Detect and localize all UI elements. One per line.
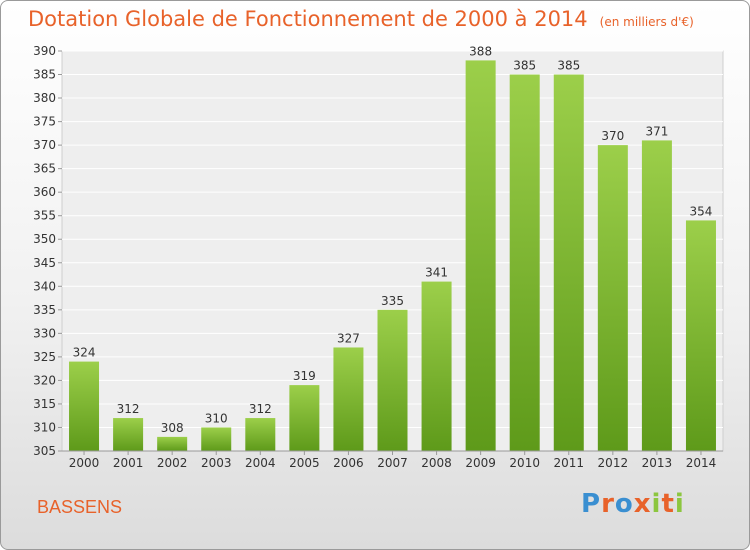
y-tick-label: 390 bbox=[33, 44, 56, 58]
data-label: 354 bbox=[690, 204, 713, 218]
y-tick-label: 345 bbox=[33, 256, 56, 270]
logo-letter: r bbox=[601, 489, 615, 519]
logo-letter: o bbox=[614, 489, 634, 519]
logo-letter: x bbox=[633, 489, 652, 519]
x-tick-label: 2003 bbox=[201, 456, 232, 470]
x-tick-label: 2009 bbox=[465, 456, 496, 470]
x-tick-label: 2013 bbox=[642, 456, 673, 470]
y-tick-label: 320 bbox=[33, 373, 56, 387]
y-tick-label: 360 bbox=[33, 185, 56, 199]
y-tick-label: 350 bbox=[33, 232, 56, 246]
chart-title: Dotation Globale de Fonctionnement de 20… bbox=[28, 7, 694, 31]
x-tick-label: 2008 bbox=[421, 456, 452, 470]
x-tick-label: 2000 bbox=[69, 456, 100, 470]
logo-letter: P bbox=[581, 489, 602, 519]
data-label: 335 bbox=[381, 294, 404, 308]
data-label: 327 bbox=[337, 331, 360, 345]
x-tick-label: 2011 bbox=[553, 456, 584, 470]
y-tick-label: 385 bbox=[33, 68, 56, 82]
commune-name: BASSENS bbox=[37, 497, 123, 517]
bar bbox=[465, 60, 496, 451]
bar bbox=[421, 281, 452, 451]
data-label: 370 bbox=[601, 129, 624, 143]
bar bbox=[685, 220, 716, 451]
data-label: 310 bbox=[205, 411, 228, 425]
y-tick-label: 365 bbox=[33, 162, 56, 176]
y-tick-label: 335 bbox=[33, 303, 56, 317]
logo-letter: i bbox=[674, 489, 685, 519]
x-tick-label: 2014 bbox=[686, 456, 717, 470]
bar bbox=[245, 418, 276, 451]
data-label: 385 bbox=[513, 59, 536, 73]
bar bbox=[201, 427, 232, 451]
chart-title-main: Dotation Globale de Fonctionnement de 20… bbox=[28, 7, 588, 31]
y-tick-label: 330 bbox=[33, 326, 56, 340]
y-tick-label: 305 bbox=[33, 444, 56, 458]
logo-letter: i bbox=[651, 489, 662, 519]
y-tick-label: 310 bbox=[33, 420, 56, 434]
bar bbox=[157, 436, 188, 451]
logo-letter: t bbox=[661, 489, 675, 519]
bar bbox=[597, 145, 628, 451]
bar bbox=[113, 418, 144, 451]
data-label: 385 bbox=[557, 59, 580, 73]
x-tick-label: 2006 bbox=[333, 456, 364, 470]
bar bbox=[333, 347, 364, 451]
data-label: 312 bbox=[249, 402, 272, 416]
data-label: 319 bbox=[293, 369, 316, 383]
data-label: 312 bbox=[117, 402, 140, 416]
x-tick-label: 2005 bbox=[289, 456, 320, 470]
bar bbox=[641, 140, 672, 452]
bar bbox=[377, 309, 408, 451]
y-tick-label: 340 bbox=[33, 279, 56, 293]
data-label: 324 bbox=[73, 346, 96, 360]
proxiti-logo: Proxiti bbox=[581, 489, 685, 519]
y-tick-label: 370 bbox=[33, 138, 56, 152]
data-label: 341 bbox=[425, 266, 448, 280]
bar bbox=[553, 74, 584, 451]
y-tick-label: 375 bbox=[33, 115, 56, 129]
data-label: 388 bbox=[469, 44, 492, 58]
x-tick-label: 2004 bbox=[245, 456, 276, 470]
chart-title-unit: (en milliers d'€) bbox=[599, 15, 694, 29]
bar bbox=[509, 74, 540, 451]
x-tick-label: 2002 bbox=[157, 456, 188, 470]
bar bbox=[69, 361, 100, 451]
data-label: 371 bbox=[645, 124, 668, 138]
data-label: 308 bbox=[161, 421, 184, 435]
y-tick-label: 355 bbox=[33, 209, 56, 223]
x-tick-label: 2010 bbox=[509, 456, 540, 470]
x-tick-label: 2007 bbox=[377, 456, 408, 470]
y-tick-label: 380 bbox=[33, 91, 56, 105]
y-tick-label: 325 bbox=[33, 350, 56, 364]
y-tick-label: 315 bbox=[33, 397, 56, 411]
x-tick-label: 2001 bbox=[113, 456, 144, 470]
x-tick-label: 2012 bbox=[598, 456, 629, 470]
bar bbox=[289, 385, 320, 451]
